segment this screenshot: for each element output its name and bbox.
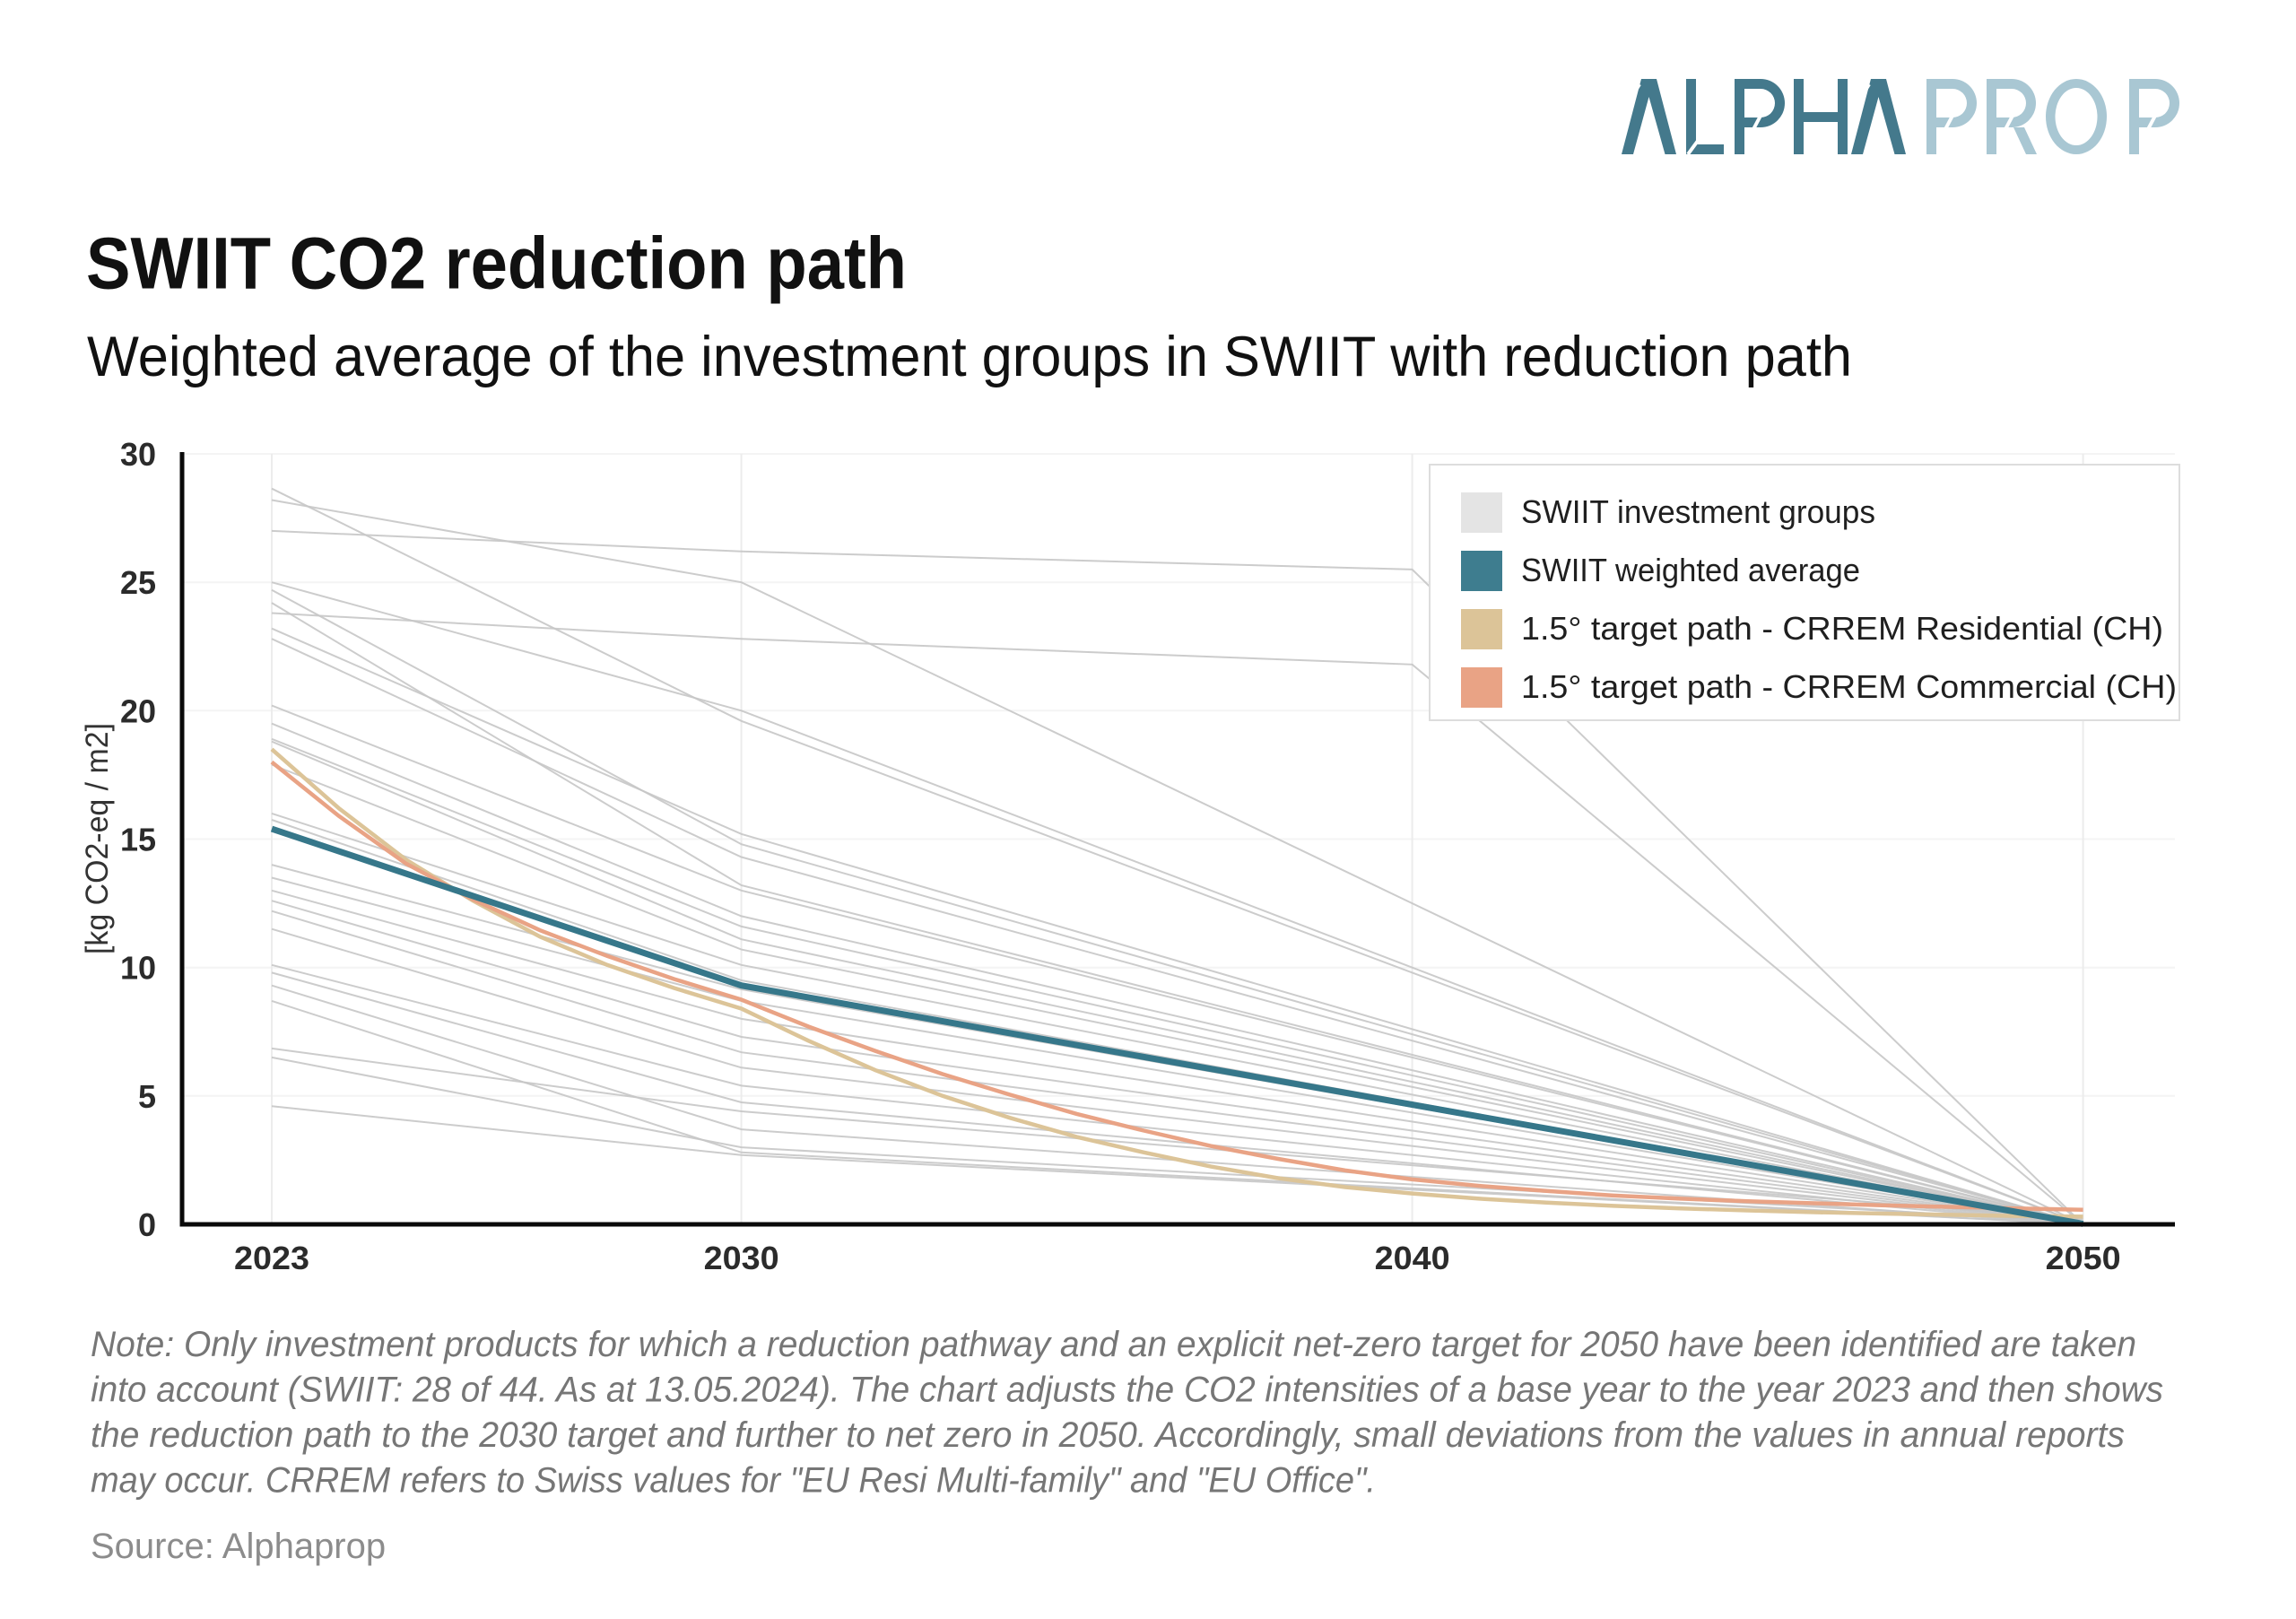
svg-text:30: 30 xyxy=(120,436,156,473)
svg-text:may occur. CRREM refers to Swi: may occur. CRREM refers to Swiss values … xyxy=(91,1461,1376,1501)
svg-text:Source: Alphaprop: Source: Alphaprop xyxy=(91,1527,386,1566)
svg-text:SWIIT CO2 reduction path: SWIIT CO2 reduction path xyxy=(86,223,907,305)
svg-text:2040: 2040 xyxy=(1375,1240,1450,1276)
svg-text:the reduction path to the 2030: the reduction path to the 2030 target an… xyxy=(91,1415,2125,1455)
svg-text:1.5° target path - CRREM Resid: 1.5° target path - CRREM Residential (CH… xyxy=(1521,610,2163,647)
svg-text:20: 20 xyxy=(120,692,156,729)
svg-text:5: 5 xyxy=(138,1078,156,1115)
svg-text:1.5° target path - CRREM Comme: 1.5° target path - CRREM Commercial (CH) xyxy=(1521,668,2177,705)
svg-text:2050: 2050 xyxy=(2046,1240,2121,1276)
svg-text:Note: Only investment products: Note: Only investment products for which… xyxy=(91,1325,2136,1364)
svg-text:0: 0 xyxy=(138,1206,156,1243)
svg-text:Weighted average of the invest: Weighted average of the investment group… xyxy=(87,326,1852,388)
svg-text:2023: 2023 xyxy=(234,1240,309,1276)
svg-text:15: 15 xyxy=(120,822,156,858)
svg-text:10: 10 xyxy=(120,950,156,987)
svg-text:2030: 2030 xyxy=(704,1240,779,1276)
svg-text:[kg CO2-eq / m2]: [kg CO2-eq / m2] xyxy=(80,723,115,954)
svg-text:SWIIT investment groups: SWIIT investment groups xyxy=(1521,493,1875,530)
svg-text:SWIIT weighted average: SWIIT weighted average xyxy=(1521,552,1860,588)
svg-text:25: 25 xyxy=(120,564,156,601)
svg-text:into account (SWIIT: 28 of 44.: into account (SWIIT: 28 of 44. As at 13.… xyxy=(91,1371,2163,1410)
